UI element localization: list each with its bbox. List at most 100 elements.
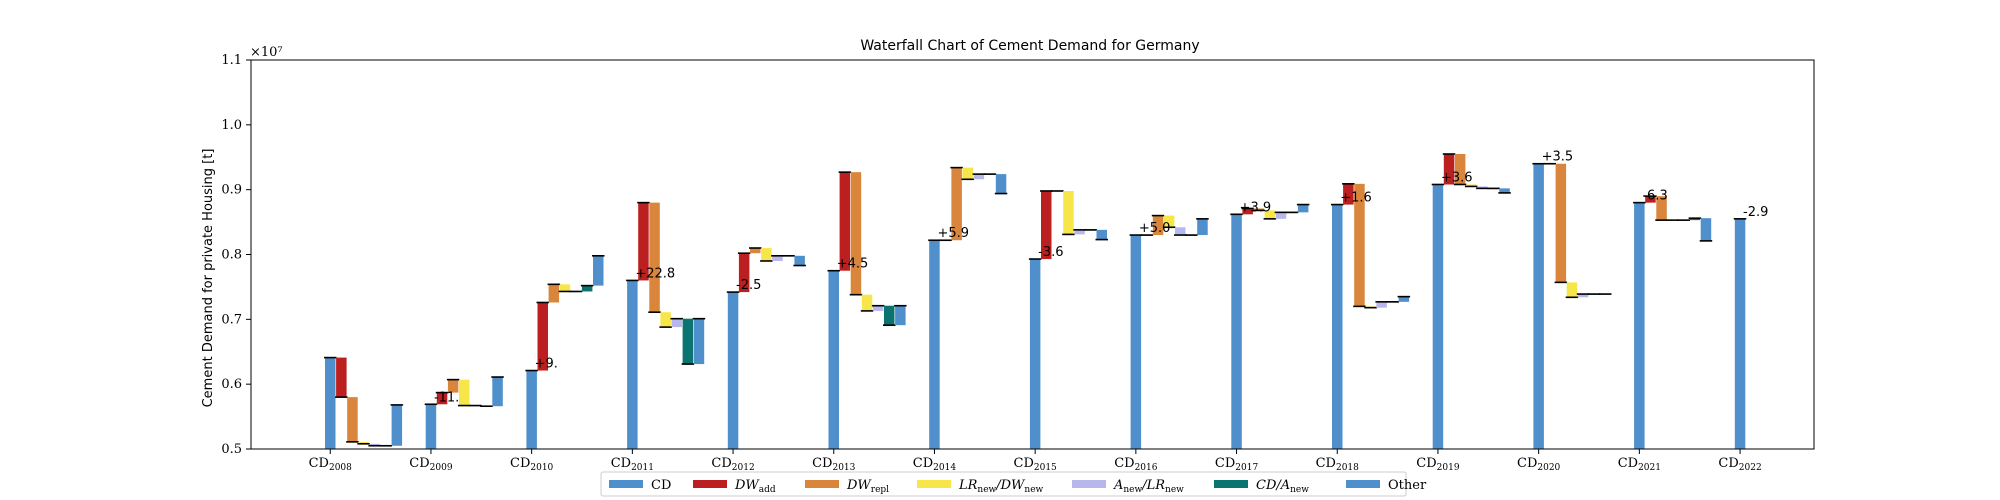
bar-a <box>1376 301 1387 308</box>
change-annotation: +3.9 <box>1240 200 1272 215</box>
bar-other <box>1096 229 1107 240</box>
change-annotation: -2.9 <box>1743 205 1768 220</box>
bar-dw-add <box>336 357 347 398</box>
bar-a <box>369 443 380 446</box>
x-tick-label: CD2012 <box>711 456 754 473</box>
bar-lr <box>559 284 571 292</box>
x-tick-label: CD2013 <box>812 456 856 473</box>
legend-label-sub: new <box>1290 485 1309 495</box>
bar-lr <box>1264 210 1276 219</box>
bar-cd-total <box>929 240 940 449</box>
change-annotation: +22.8 <box>635 266 675 281</box>
change-annotation: -11. <box>434 390 459 405</box>
bar-lr <box>861 294 873 311</box>
legend-swatch <box>1072 480 1106 488</box>
bar-other <box>1499 188 1510 193</box>
bar-lr <box>358 441 369 444</box>
x-tick-label: CD2016 <box>1114 456 1158 473</box>
bars-group <box>324 153 1747 450</box>
bar-cda <box>682 318 694 365</box>
bar-dw-add <box>436 392 448 405</box>
bar-cd-total <box>526 370 537 449</box>
legend-swatch <box>1346 480 1380 488</box>
legend-label-base: LR <box>958 478 978 493</box>
y-tick-label: 1.0 <box>221 118 242 133</box>
legend-label: CD <box>651 478 671 493</box>
bar-dw-repl <box>750 248 761 254</box>
legend-label-base: DW <box>734 478 760 493</box>
x-tick-label-year: 2011 <box>631 463 654 473</box>
bar-other <box>391 404 403 446</box>
legend-label-base: A <box>1113 478 1123 493</box>
legend-label-sub2: new <box>1024 485 1043 495</box>
bar-other <box>1700 218 1712 241</box>
x-tick-label-base: CD <box>1316 456 1336 471</box>
bar-cd-total <box>1734 218 1746 449</box>
bar-dw-add <box>1443 154 1455 185</box>
bar-cda <box>884 305 895 326</box>
x-tick-label-base: CD <box>611 456 631 471</box>
x-tick-label: CD2009 <box>409 456 453 473</box>
change-annotation: -6.3 <box>1642 189 1667 204</box>
x-tick-label-year: 2016 <box>1135 463 1158 473</box>
legend-swatch <box>609 480 643 488</box>
legend-swatch <box>805 480 839 488</box>
x-tick-label-base: CD <box>1215 456 1235 471</box>
x-tick-label: CD2019 <box>1416 456 1460 473</box>
x-tick-label-year: 2015 <box>1034 463 1057 473</box>
bar-a <box>1275 212 1287 219</box>
bar-lr <box>1466 184 1477 187</box>
y-tick-label: 0.7 <box>221 312 242 327</box>
legend-label-sub: repl <box>871 485 889 495</box>
x-tick-label-year: 2017 <box>1235 463 1258 473</box>
bar-dw-add <box>839 172 851 271</box>
legend: CD DWadd DWrepl LRnew/DWnew Anew/LRnew CD/Ane… <box>600 471 1427 497</box>
bar-cda <box>581 285 593 292</box>
y-tick-label: 1.1 <box>221 53 242 68</box>
bar-cd-total <box>1533 163 1544 449</box>
change-annotation: +5.9 <box>937 226 969 241</box>
x-tick-label: CD2008 <box>309 456 353 473</box>
bar-dw-repl <box>1454 154 1466 185</box>
bar-cd-total <box>1029 259 1041 449</box>
bar-other <box>1297 204 1309 213</box>
annotations-group: -11. +9. +22.8 -2.5 +4.5 +5.9 -3.6 +5.0 +3.9 +1.6… <box>434 150 1768 406</box>
bar-a <box>1477 186 1488 189</box>
x-tick-label-base: CD <box>812 456 832 471</box>
legend-label-base2: /LR <box>1140 478 1165 493</box>
bar-lr <box>962 167 973 180</box>
bar-other <box>794 255 805 266</box>
legend-swatch <box>917 480 951 488</box>
change-annotation: +3.6 <box>1441 170 1473 185</box>
legend-swatch <box>693 480 727 488</box>
bar-dw-repl <box>447 379 459 393</box>
x-tick-label-base: CD <box>1114 456 1134 471</box>
legend-label: Other <box>1388 478 1427 493</box>
x-tick-label-year: 2008 <box>329 463 352 473</box>
legend-label: DWrepl <box>846 478 889 495</box>
bar-dw-repl <box>347 397 358 442</box>
bar-cd-total <box>1332 204 1343 449</box>
x-tick-label: CD2010 <box>510 456 554 473</box>
x-tick-label-base: CD <box>913 456 933 471</box>
x-tick-label-year: 2020 <box>1537 463 1560 473</box>
chart-title: Waterfall Chart of Cement Demand for Ger… <box>860 38 1199 54</box>
legend-label-base: DW <box>846 478 872 493</box>
bar-dw-add <box>1343 183 1354 205</box>
x-tick-label-year: 2010 <box>530 463 553 473</box>
x-tick-label: CD2014 <box>913 456 957 473</box>
y-tick-label: 0.5 <box>221 442 242 457</box>
bar-dw-repl <box>1354 183 1365 307</box>
x-tick-label: CD2017 <box>1215 456 1259 473</box>
bar-other <box>693 318 705 365</box>
change-annotation: +9. <box>535 357 558 372</box>
bar-cd-total <box>1130 235 1142 449</box>
change-annotation: +1.6 <box>1340 191 1372 206</box>
bar-cd-total <box>325 357 336 449</box>
bar-dw-add <box>638 202 649 281</box>
legend-box <box>600 471 1407 497</box>
x-tick-label-year: 2014 <box>933 463 956 473</box>
bar-dw-repl <box>850 172 862 295</box>
legend-label: CD/Anew <box>1256 478 1309 495</box>
